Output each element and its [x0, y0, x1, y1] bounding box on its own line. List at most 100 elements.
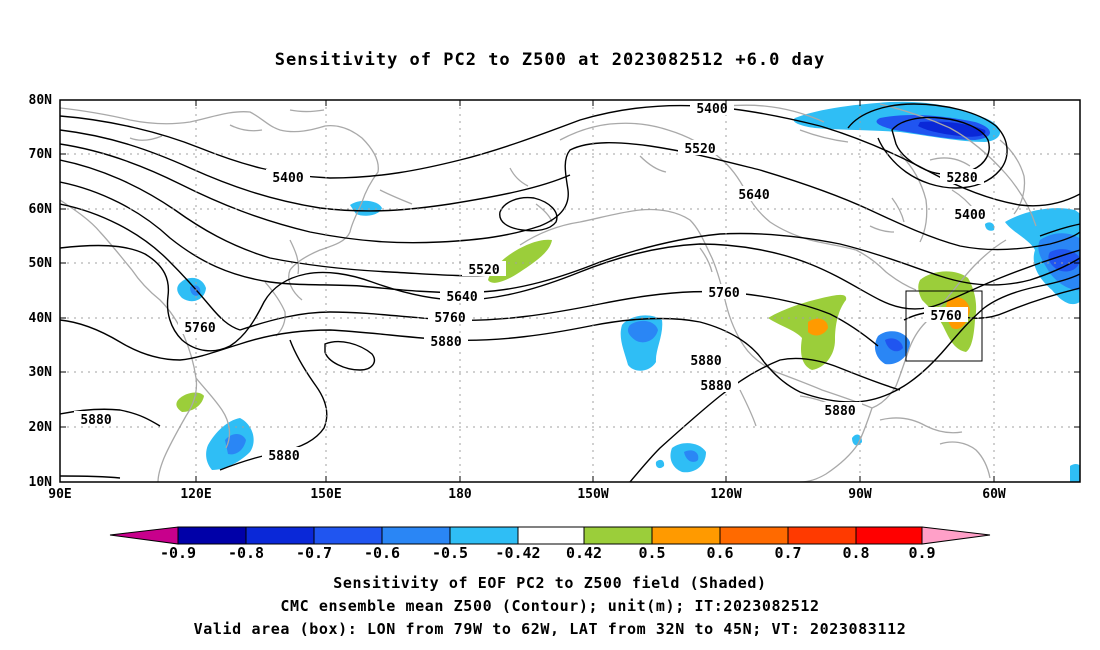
svg-text:5880: 5880: [430, 335, 461, 350]
colorbar-right-arrow: [921, 526, 991, 545]
lat-label: 50N: [29, 256, 53, 271]
lon-label: 60W: [982, 487, 1006, 502]
shade-negative-spot-1: [655, 459, 665, 469]
colorbar-cell: [245, 526, 315, 545]
lat-label: 70N: [29, 147, 53, 162]
svg-text:5400: 5400: [954, 208, 985, 223]
colorbar-label: 0.42: [566, 544, 602, 562]
colorbar-label: -0.6: [364, 544, 400, 562]
contour-label: 5640: [440, 288, 484, 305]
map-border: [59, 99, 1081, 483]
contour-label: 5400: [266, 169, 310, 186]
lon-label: 90E: [48, 487, 71, 502]
svg-text:5880: 5880: [80, 413, 111, 428]
colorbar-label: -0.5: [432, 544, 468, 562]
colorbar-cell: [177, 526, 247, 545]
svg-text:5520: 5520: [468, 263, 499, 278]
shade-negative-pacific-core: [627, 320, 658, 343]
colorbar-label: 0.8: [842, 544, 869, 562]
colorbar-cell: [583, 526, 653, 545]
map-title: Sensitivity of PC2 to Z500 at 2023082512…: [274, 50, 826, 70]
colorbar-cell: [449, 526, 519, 545]
contour-label: 5880: [684, 352, 728, 369]
svg-text:5640: 5640: [738, 188, 769, 203]
colorbar-label: -0.8: [228, 544, 264, 562]
colorbar-label: 0.6: [706, 544, 733, 562]
lon-label: 90W: [848, 487, 872, 502]
caption-contour: CMC ensemble mean Z500 (Contour); unit(m…: [280, 597, 820, 615]
svg-text:5400: 5400: [696, 102, 727, 117]
shade-negative-philippines-core: [225, 434, 246, 455]
svg-text:5280: 5280: [946, 171, 977, 186]
colorbar-cell: [381, 526, 451, 545]
lon-label: 180: [448, 487, 472, 502]
svg-text:5880: 5880: [268, 449, 299, 464]
colorbar-cell: [719, 526, 789, 545]
lat-label: 40N: [29, 311, 53, 326]
shade-positive-taiwan: [176, 392, 204, 412]
colorbar-label: -0.42: [495, 544, 540, 562]
lon-labels: 90E 120E 150E 180 150W 120W 90W 60W: [48, 487, 1006, 502]
caption-valid-area: Valid area (box): LON from 79W to 62W, L…: [193, 620, 907, 638]
svg-text:5760: 5760: [708, 286, 739, 301]
contour-label: 5760: [924, 307, 968, 324]
contour-label: 5760: [428, 309, 472, 326]
shade-negative-japan-core: [190, 285, 201, 296]
contour-label: 5520: [462, 261, 506, 278]
shade-negative-se-us-core: [885, 338, 903, 352]
contour-label: 5760: [178, 319, 222, 336]
colorbar-cell: [787, 526, 857, 545]
contour-label: 5400: [948, 206, 992, 223]
colorbar-labels: -0.9 -0.8 -0.7 -0.6 -0.5 -0.42 0.42 0.5 …: [160, 544, 936, 562]
shade-negative-spot-4: [985, 222, 995, 231]
lat-label: 60N: [29, 202, 53, 217]
colorbar-label: -0.9: [160, 544, 196, 562]
colorbar-label: 0.9: [908, 544, 935, 562]
shade-negative-atlantic-deep: [1048, 249, 1080, 272]
svg-text:5880: 5880: [700, 379, 731, 394]
svg-text:5400: 5400: [272, 171, 303, 186]
shade-negative-spot-3: [1070, 464, 1080, 482]
tick-marks: [60, 100, 1080, 482]
contour-label: 5520: [678, 140, 722, 157]
contour-label: 5880: [818, 402, 862, 419]
colorbar-cell: [855, 526, 923, 545]
svg-text:5880: 5880: [824, 404, 855, 419]
shade-positive-central-us: [768, 294, 847, 370]
contour-labels: 5400 5400 5400 5520 5520 5640 5640 5280 …: [74, 100, 992, 464]
colorbar-label: -0.7: [296, 544, 332, 562]
colorbar-left-arrow: [109, 526, 179, 545]
svg-text:5760: 5760: [184, 321, 215, 336]
contour-label: 5880: [694, 377, 738, 394]
contour-label: 5640: [732, 186, 776, 203]
z500-contours: [60, 103, 1080, 482]
colorbar-label: 0.5: [638, 544, 665, 562]
contour-label: 5880: [424, 333, 468, 350]
contour-label: 5400: [690, 100, 734, 117]
contour-label: 5880: [74, 411, 118, 428]
svg-text:5760: 5760: [434, 311, 465, 326]
colorbar-cell: [651, 526, 721, 545]
svg-text:5880: 5880: [690, 354, 721, 369]
contour-label: 5280: [940, 169, 984, 186]
lat-label: 30N: [29, 365, 53, 380]
colorbar-cell: [313, 526, 383, 545]
lat-label: 80N: [29, 93, 53, 108]
lon-label: 120W: [710, 487, 741, 502]
shade-positive-central-us-core: [808, 318, 828, 336]
lat-label: 10N: [29, 475, 53, 490]
contour-label: 5880: [262, 447, 306, 464]
lat-label: 20N: [29, 420, 53, 435]
svg-text:5760: 5760: [930, 309, 961, 324]
svg-text:5520: 5520: [684, 142, 715, 157]
lat-labels: 80N 70N 60N 50N 40N 30N 20N 10N: [29, 93, 53, 490]
contour-label: 5760: [702, 284, 746, 301]
lon-label: 150E: [310, 487, 341, 502]
lon-label: 120E: [180, 487, 211, 502]
shade-negative-tropical-core: [684, 450, 699, 462]
colorbar: [109, 526, 991, 545]
lon-label: 150W: [577, 487, 608, 502]
valid-area-box: [905, 290, 983, 362]
